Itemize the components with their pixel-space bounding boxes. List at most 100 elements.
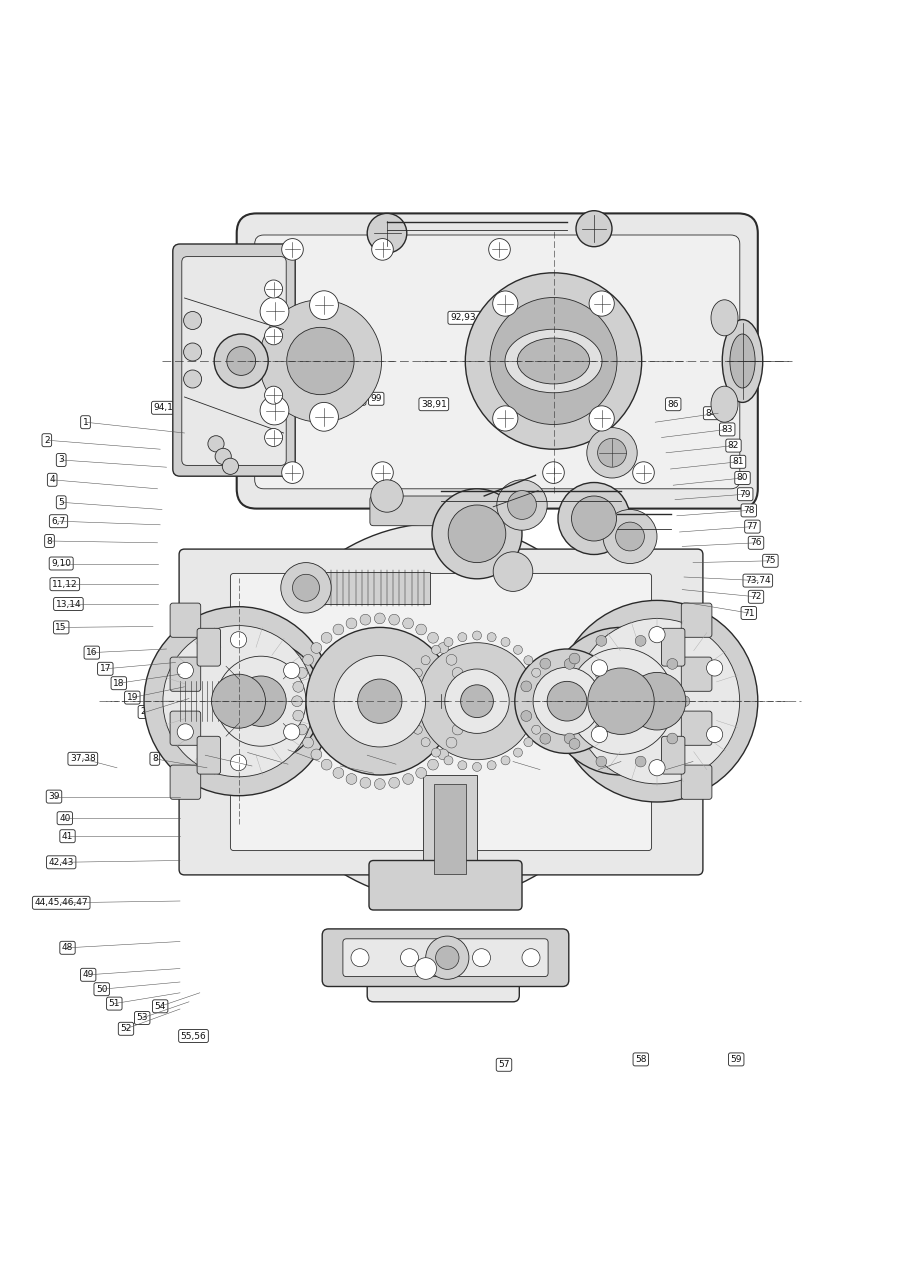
Circle shape <box>514 748 523 756</box>
Bar <box>180 690 702 712</box>
Circle shape <box>415 957 436 979</box>
Circle shape <box>649 627 665 643</box>
FancyBboxPatch shape <box>681 657 712 691</box>
Text: 65: 65 <box>425 645 436 654</box>
FancyBboxPatch shape <box>681 712 712 745</box>
Text: 6,7: 6,7 <box>51 517 66 526</box>
Circle shape <box>616 522 644 550</box>
Text: 83: 83 <box>722 425 733 434</box>
Circle shape <box>421 737 430 746</box>
Text: 50: 50 <box>96 984 107 993</box>
Circle shape <box>372 238 393 260</box>
Text: 28,29: 28,29 <box>328 762 353 771</box>
Text: 54: 54 <box>155 1002 166 1011</box>
FancyBboxPatch shape <box>255 236 740 489</box>
Text: 2: 2 <box>44 435 50 444</box>
Text: 33,34: 33,34 <box>235 748 260 756</box>
FancyBboxPatch shape <box>343 938 548 977</box>
Circle shape <box>265 387 283 404</box>
Circle shape <box>706 659 723 676</box>
Circle shape <box>177 662 194 678</box>
Circle shape <box>418 643 536 760</box>
Circle shape <box>576 211 612 247</box>
Text: 73,74: 73,74 <box>745 576 770 585</box>
Text: 92,93,94: 92,93,94 <box>450 314 490 323</box>
Circle shape <box>282 462 303 484</box>
Circle shape <box>501 756 510 765</box>
FancyBboxPatch shape <box>173 244 295 476</box>
Text: 75: 75 <box>765 557 776 566</box>
Circle shape <box>260 396 289 425</box>
Circle shape <box>521 681 532 691</box>
Text: 20: 20 <box>140 708 151 717</box>
Circle shape <box>259 300 382 422</box>
Circle shape <box>177 723 194 740</box>
Text: 98: 98 <box>353 394 364 403</box>
Circle shape <box>465 273 642 449</box>
Circle shape <box>208 435 224 452</box>
Circle shape <box>649 759 665 776</box>
Text: 74: 74 <box>616 397 626 406</box>
Text: 102: 102 <box>182 417 200 426</box>
Text: 76: 76 <box>751 539 761 548</box>
Circle shape <box>351 948 369 966</box>
Circle shape <box>252 524 630 901</box>
Circle shape <box>446 737 457 748</box>
Text: 39: 39 <box>49 792 59 801</box>
Circle shape <box>436 946 459 969</box>
Text: 19: 19 <box>127 692 138 703</box>
Ellipse shape <box>518 338 590 384</box>
Circle shape <box>407 696 416 705</box>
Text: 8: 8 <box>47 536 52 545</box>
Text: 52: 52 <box>121 1024 131 1033</box>
Circle shape <box>472 763 482 772</box>
FancyBboxPatch shape <box>182 256 286 466</box>
Circle shape <box>538 696 547 705</box>
Text: 71: 71 <box>743 608 754 617</box>
Circle shape <box>321 759 332 771</box>
Ellipse shape <box>505 329 602 393</box>
Text: 15: 15 <box>56 623 67 632</box>
Circle shape <box>426 936 469 979</box>
Circle shape <box>413 668 422 677</box>
FancyBboxPatch shape <box>170 603 201 637</box>
Circle shape <box>282 238 303 260</box>
Circle shape <box>572 495 616 541</box>
Circle shape <box>508 490 536 520</box>
Circle shape <box>409 682 418 691</box>
Circle shape <box>311 643 322 653</box>
FancyBboxPatch shape <box>230 573 652 851</box>
Text: 40: 40 <box>59 814 70 823</box>
Circle shape <box>214 334 268 388</box>
Circle shape <box>260 297 289 326</box>
Circle shape <box>437 643 448 653</box>
Ellipse shape <box>722 320 763 402</box>
Text: 82: 82 <box>728 442 739 451</box>
Text: 67,68: 67,68 <box>559 628 584 637</box>
Circle shape <box>409 712 418 721</box>
Text: 4: 4 <box>50 475 55 484</box>
FancyBboxPatch shape <box>662 628 685 666</box>
Text: 11,12: 11,12 <box>52 580 77 589</box>
Circle shape <box>227 347 256 375</box>
Circle shape <box>556 600 758 803</box>
Circle shape <box>532 668 541 677</box>
Text: 84,85: 84,85 <box>706 408 731 417</box>
FancyBboxPatch shape <box>662 736 685 774</box>
Circle shape <box>667 658 678 669</box>
Circle shape <box>605 696 616 707</box>
Circle shape <box>540 658 551 669</box>
Circle shape <box>543 462 564 484</box>
Text: 72: 72 <box>751 593 761 602</box>
Circle shape <box>547 627 695 774</box>
Text: 60,89,90: 60,89,90 <box>486 399 526 408</box>
Text: 22,23: 22,23 <box>230 696 256 705</box>
Circle shape <box>456 681 467 692</box>
Circle shape <box>568 648 674 754</box>
Circle shape <box>437 749 448 760</box>
Text: 95,96: 95,96 <box>262 320 287 329</box>
Text: 100: 100 <box>304 385 322 394</box>
Circle shape <box>360 614 371 625</box>
Circle shape <box>515 649 619 754</box>
Circle shape <box>591 659 608 676</box>
